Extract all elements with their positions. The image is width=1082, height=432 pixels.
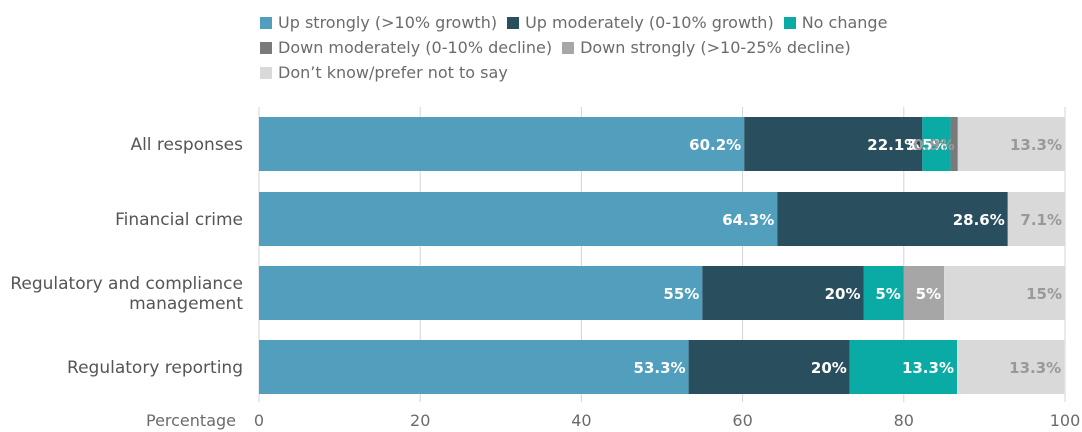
x-tick-label-80: 80: [894, 411, 914, 430]
category-label-3-0: Regulatory reporting: [67, 358, 243, 378]
bar-segment-2-0: [259, 266, 703, 320]
data-label-3-1: 20%: [811, 359, 847, 377]
bar-segment-2-1: [702, 266, 864, 320]
x-tick-label-60: 60: [732, 411, 752, 430]
data-label-0-2: 3.5%: [906, 136, 948, 154]
bar-segment-0-0: [259, 117, 745, 171]
data-label-1-5: 7.1%: [1020, 211, 1062, 229]
bar-segment-3-2: [849, 340, 957, 394]
data-label-3-5: 13.3%: [1009, 359, 1061, 377]
legend-swatch-down-moderately: [260, 41, 272, 54]
legend-item-no-change: No change: [783, 13, 888, 32]
legend-label-no-change: No change: [801, 13, 888, 32]
bar-segment-2-5: [944, 266, 1065, 320]
category-label-2-0: Regulatory and compliance: [10, 274, 243, 294]
data-label-1-0: 64.3%: [722, 211, 774, 229]
category-label-1-0: Financial crime: [115, 210, 243, 230]
data-label-3-2: 13.3%: [902, 359, 954, 377]
legend-swatch-no-change: [783, 16, 796, 29]
legend-item-down-moderately: Down moderately (0-10% decline): [260, 38, 552, 57]
bar-segment-3-5: [956, 340, 1065, 394]
bar-segment-1-0: [259, 192, 778, 246]
legend-swatch-down-strongly: [562, 41, 575, 54]
data-label-0-5: 13.3%: [1010, 136, 1062, 154]
data-label-2-4: 5%: [916, 285, 941, 303]
bar-segment-1-5: [1007, 192, 1065, 246]
x-tick-label-40: 40: [571, 411, 591, 430]
legend-label-dont-know: Don’t know/prefer not to say: [278, 63, 508, 82]
x-tick-label-20: 20: [410, 411, 430, 430]
bar-segment-0-5: [957, 117, 1065, 171]
data-label-1-1: 28.6%: [953, 211, 1005, 229]
data-label-2-1: 20%: [825, 285, 861, 303]
bar-segment-3-0: [259, 340, 689, 394]
legend-item-up-strongly: Up strongly (>10% growth): [260, 13, 497, 32]
data-label-2-0: 55%: [663, 285, 699, 303]
legend-swatch-up-moderately: [507, 16, 520, 29]
bar-segment-3-1: [688, 340, 850, 394]
legend-item-dont-know: Don’t know/prefer not to say: [260, 63, 508, 82]
bar-segment-0-1: [744, 117, 923, 171]
bar-segment-2-2: [863, 266, 904, 320]
chart-legend: Up strongly (>10% growth) Up moderately …: [260, 10, 897, 85]
legend-label-up-moderately: Up moderately (0-10% growth): [525, 13, 774, 32]
bar-segment-0-3: [950, 117, 958, 171]
bar-segment-0-2: [922, 117, 951, 171]
data-label-2-2: 5%: [875, 285, 900, 303]
data-label-0-0: 60.2%: [689, 136, 741, 154]
legend-label-up-strongly: Up strongly (>10% growth): [278, 13, 498, 32]
legend-swatch-dont-know: [260, 66, 272, 79]
legend-item-down-strongly: Down strongly (>10-25% decline): [562, 38, 851, 57]
category-label-0-0: All responses: [130, 135, 243, 155]
x-tick-label-100: 100: [1050, 411, 1081, 430]
x-tick-label-0: 0: [254, 411, 264, 430]
data-label-0-3: 0.9%: [913, 136, 955, 154]
legend-swatch-up-strongly: [260, 16, 272, 29]
data-label-3-0: 53.3%: [634, 359, 686, 377]
x-axis-title: Percentage: [146, 411, 236, 430]
legend-item-up-moderately: Up moderately (0-10% growth): [507, 13, 774, 32]
bar-segment-1-1: [777, 192, 1008, 246]
legend-row-1: Up strongly (>10% growth) Up moderately …: [260, 10, 897, 35]
legend-label-down-moderately: Down moderately (0-10% decline): [278, 38, 553, 57]
data-label-0-1: 22.1%: [867, 136, 919, 154]
data-label-2-5: 15%: [1026, 285, 1062, 303]
category-label-2-1: management: [129, 294, 243, 314]
legend-label-down-strongly: Down strongly (>10-25% decline): [580, 38, 851, 57]
legend-row-2: Down moderately (0-10% decline) Down str…: [260, 35, 897, 60]
legend-row-3: Don’t know/prefer not to say: [260, 60, 897, 85]
bar-segment-2-4: [903, 266, 945, 320]
